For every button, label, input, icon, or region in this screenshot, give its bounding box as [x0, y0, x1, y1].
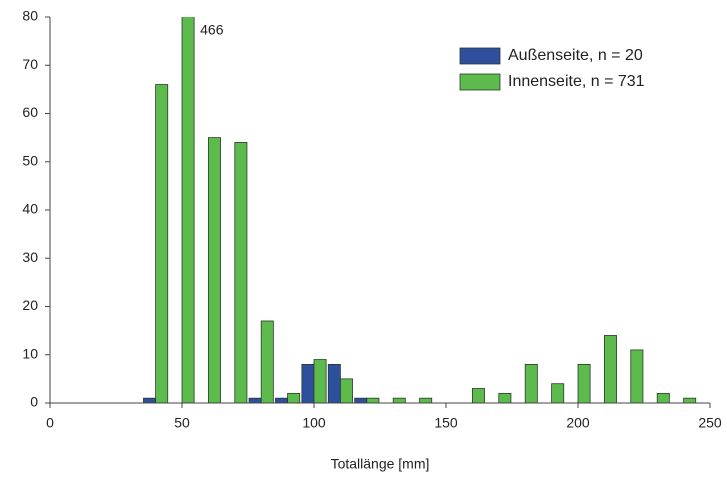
bar [301, 363, 315, 403]
bar [339, 378, 353, 403]
bar [577, 363, 591, 403]
y-tick-label: 30 [22, 249, 38, 265]
bar [366, 397, 380, 403]
x-axis-label: Totallänge [mm] [331, 456, 430, 472]
bar [234, 142, 248, 403]
y-tick-label: 50 [22, 152, 38, 168]
data-label: 466 [200, 22, 224, 38]
bar [419, 397, 433, 403]
bar [260, 320, 274, 403]
legend-label: Außenseite, n = 20 [508, 47, 643, 64]
bar [683, 397, 697, 403]
y-tick-label: 70 [22, 56, 38, 72]
x-tick-label: 0 [46, 415, 54, 431]
bar [392, 397, 406, 403]
y-tick-label: 20 [22, 297, 38, 313]
bar [656, 392, 670, 403]
bar [551, 383, 565, 403]
bar [604, 335, 617, 403]
bar [471, 388, 485, 403]
x-tick-label: 150 [434, 415, 458, 431]
bar [498, 392, 512, 403]
legend-swatch [459, 73, 501, 91]
x-tick-label: 100 [302, 415, 326, 431]
bar [248, 397, 262, 403]
legend-label: Innenseite, n = 731 [508, 73, 645, 90]
bar [327, 363, 341, 403]
bar [524, 363, 538, 403]
x-tick-label: 250 [698, 415, 722, 431]
x-tick-label: 200 [566, 415, 590, 431]
bar [181, 17, 195, 403]
bar [287, 392, 301, 403]
x-tick-label: 50 [174, 415, 190, 431]
y-tick-label: 60 [22, 104, 38, 120]
bar [313, 359, 327, 403]
bar [143, 397, 156, 403]
legend-swatch [459, 47, 501, 65]
y-tick-label: 10 [22, 345, 38, 361]
y-tick-label: 0 [30, 394, 38, 410]
bar [354, 397, 368, 403]
bar [275, 397, 288, 403]
y-tick-label: 40 [22, 201, 38, 217]
bar [155, 84, 169, 403]
y-tick-label: 80 [22, 8, 38, 24]
bar [207, 137, 221, 403]
plot-area [143, 17, 697, 403]
bar [630, 349, 644, 403]
